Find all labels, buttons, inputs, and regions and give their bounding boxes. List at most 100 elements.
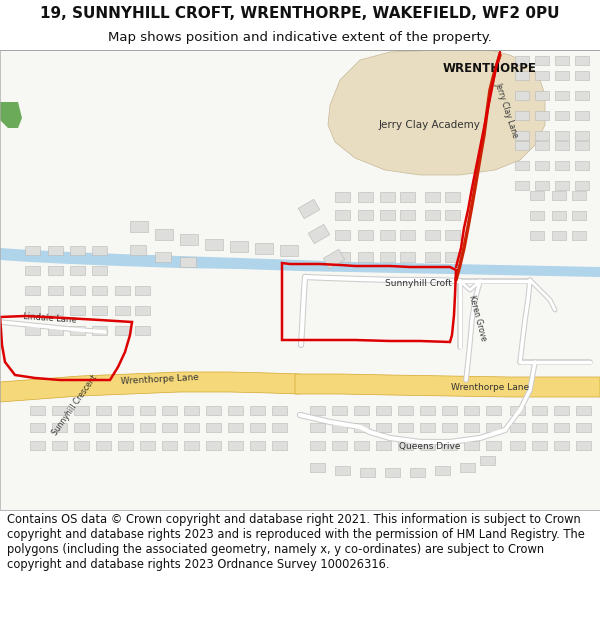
- Text: Contains OS data © Crown copyright and database right 2021. This information is : Contains OS data © Crown copyright and d…: [7, 514, 585, 571]
- Bar: [155, 252, 171, 262]
- Bar: [410, 468, 425, 477]
- Bar: [332, 423, 347, 432]
- Bar: [25, 326, 40, 335]
- Bar: [332, 441, 347, 450]
- Bar: [435, 466, 450, 475]
- Bar: [205, 239, 223, 250]
- Bar: [480, 456, 495, 465]
- Bar: [535, 141, 549, 150]
- Bar: [96, 406, 111, 415]
- Bar: [155, 229, 173, 240]
- Bar: [555, 111, 569, 120]
- Bar: [515, 71, 529, 80]
- Bar: [358, 252, 373, 262]
- Bar: [572, 191, 586, 200]
- Bar: [572, 231, 586, 240]
- Bar: [460, 463, 475, 472]
- Bar: [464, 406, 479, 415]
- Bar: [398, 423, 413, 432]
- Bar: [272, 423, 287, 432]
- Bar: [376, 423, 391, 432]
- Bar: [228, 406, 243, 415]
- Bar: [575, 141, 589, 150]
- Bar: [130, 221, 148, 232]
- Bar: [575, 181, 589, 190]
- Text: WRENTHORPE: WRENTHORPE: [443, 61, 537, 74]
- Bar: [70, 266, 85, 275]
- Bar: [184, 441, 199, 450]
- Bar: [425, 252, 440, 262]
- Bar: [228, 423, 243, 432]
- Bar: [532, 406, 547, 415]
- Bar: [135, 306, 150, 315]
- Bar: [335, 466, 350, 475]
- Bar: [380, 192, 395, 202]
- Bar: [30, 441, 45, 450]
- Bar: [180, 234, 198, 245]
- Bar: [130, 245, 146, 255]
- Bar: [575, 161, 589, 170]
- Bar: [420, 423, 435, 432]
- Bar: [445, 230, 460, 240]
- Text: Lindale Lane: Lindale Lane: [23, 312, 77, 324]
- Bar: [74, 423, 89, 432]
- Bar: [92, 286, 107, 295]
- Bar: [530, 211, 544, 220]
- Bar: [376, 441, 391, 450]
- Bar: [398, 441, 413, 450]
- Bar: [184, 423, 199, 432]
- Bar: [354, 406, 369, 415]
- Bar: [425, 210, 440, 220]
- Bar: [92, 306, 107, 315]
- Bar: [115, 306, 130, 315]
- Bar: [576, 406, 591, 415]
- Bar: [552, 191, 566, 200]
- Bar: [25, 286, 40, 295]
- Bar: [30, 423, 45, 432]
- Bar: [48, 306, 63, 315]
- Polygon shape: [0, 372, 300, 402]
- Bar: [575, 131, 589, 140]
- Text: Map shows position and indicative extent of the property.: Map shows position and indicative extent…: [108, 31, 492, 44]
- Bar: [228, 441, 243, 450]
- Bar: [118, 423, 133, 432]
- Bar: [445, 210, 460, 220]
- Bar: [70, 326, 85, 335]
- Bar: [510, 423, 525, 432]
- Bar: [272, 441, 287, 450]
- Bar: [398, 406, 413, 415]
- Bar: [272, 406, 287, 415]
- Polygon shape: [0, 248, 600, 277]
- Polygon shape: [0, 102, 22, 128]
- Text: Keren Grove: Keren Grove: [467, 294, 487, 342]
- Text: Wrenthorpe Lane: Wrenthorpe Lane: [121, 372, 199, 386]
- Bar: [572, 211, 586, 220]
- Bar: [400, 192, 415, 202]
- Bar: [530, 191, 544, 200]
- Bar: [425, 192, 440, 202]
- Bar: [425, 230, 440, 240]
- Bar: [92, 246, 107, 255]
- Bar: [332, 406, 347, 415]
- Bar: [380, 230, 395, 240]
- Bar: [400, 252, 415, 262]
- Bar: [535, 181, 549, 190]
- Text: Jerry Clay Lane: Jerry Clay Lane: [494, 81, 520, 139]
- Bar: [70, 306, 85, 315]
- Bar: [250, 423, 265, 432]
- Bar: [535, 91, 549, 100]
- Bar: [70, 246, 85, 255]
- Bar: [555, 161, 569, 170]
- Bar: [420, 406, 435, 415]
- Polygon shape: [328, 50, 545, 175]
- Bar: [162, 406, 177, 415]
- Bar: [555, 181, 569, 190]
- Bar: [575, 56, 589, 65]
- Bar: [96, 441, 111, 450]
- Bar: [358, 230, 373, 240]
- Bar: [535, 131, 549, 140]
- Bar: [486, 406, 501, 415]
- Bar: [206, 423, 221, 432]
- Bar: [92, 266, 107, 275]
- Bar: [96, 423, 111, 432]
